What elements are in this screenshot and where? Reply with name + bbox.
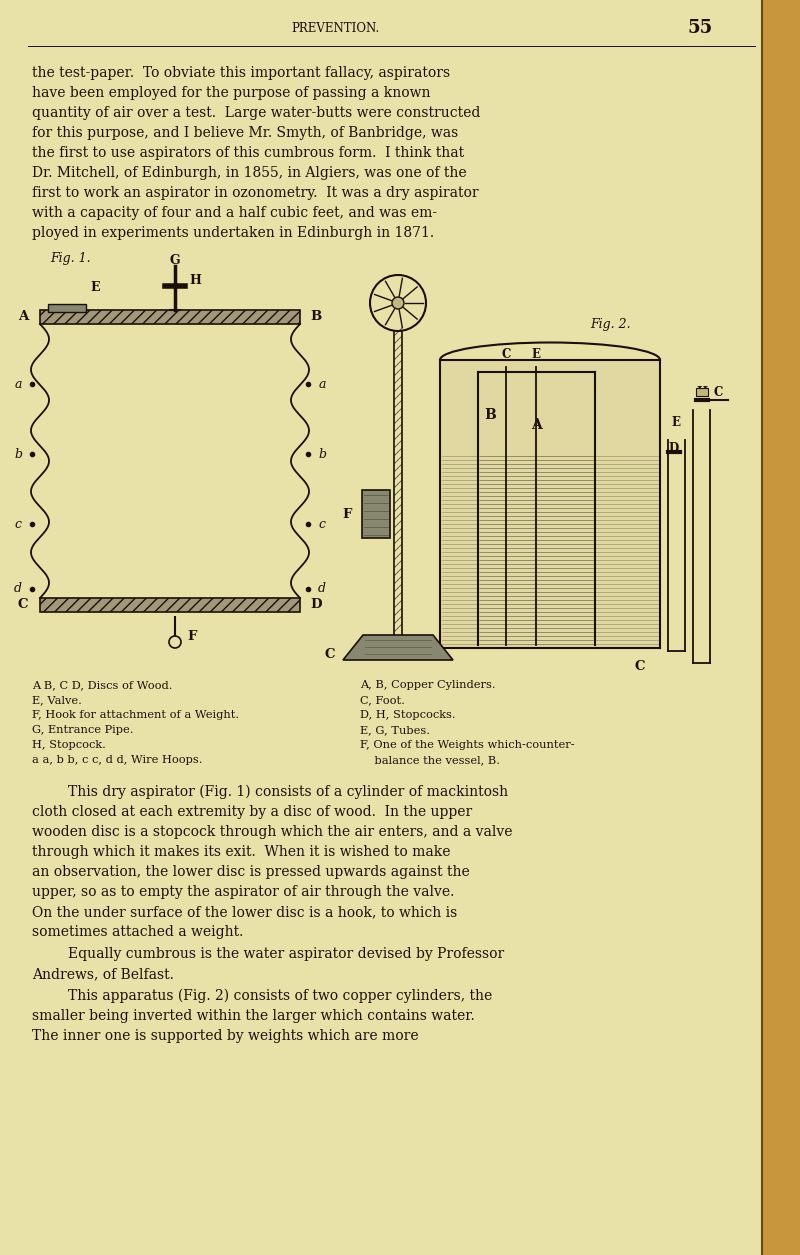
Text: F: F	[187, 630, 196, 644]
Text: a a, b b, c c, d d, Wire Hoops.: a a, b b, c c, d d, Wire Hoops.	[32, 756, 202, 766]
Text: smaller being inverted within the larger which contains water.: smaller being inverted within the larger…	[32, 1009, 474, 1023]
Bar	[441, 360, 659, 648]
Text: quantity of air over a test.  Large water-butts were constructed: quantity of air over a test. Large water…	[32, 105, 480, 120]
Text: B: B	[310, 310, 322, 324]
Bar	[48, 304, 86, 312]
Text: a: a	[14, 378, 22, 390]
Text: D, H, Stopcocks.: D, H, Stopcocks.	[360, 710, 456, 720]
Text: F, One of the Weights which­counter-: F, One of the Weights which­counter-	[360, 740, 574, 750]
Text: through which it makes its exit.  When it is wished to make: through which it makes its exit. When it…	[32, 845, 450, 858]
Text: PREVENTION.: PREVENTION.	[291, 21, 379, 34]
Text: C: C	[714, 387, 722, 399]
Text: b: b	[318, 448, 326, 461]
Text: Fig. 2.: Fig. 2.	[590, 318, 630, 331]
Text: Andrews, of Belfast.: Andrews, of Belfast.	[32, 968, 174, 981]
Text: This dry aspirator (Fig. 1) consists of a cylinder of mackintosh: This dry aspirator (Fig. 1) consists of …	[68, 784, 508, 799]
Text: D: D	[310, 599, 322, 611]
Text: E: E	[90, 281, 100, 294]
Text: upper, so as to empty the aspirator of air through the valve.: upper, so as to empty the aspirator of a…	[32, 885, 454, 899]
Text: D: D	[669, 442, 679, 456]
Bar	[362, 489, 390, 538]
Polygon shape	[343, 635, 453, 660]
Text: A: A	[18, 310, 28, 324]
Text: E: E	[531, 348, 541, 360]
Text: an observation, the lower disc is pressed upwards against the: an observation, the lower disc is presse…	[32, 865, 470, 878]
Text: c: c	[318, 517, 326, 531]
Text: A, B, Copper Cylinders.: A, B, Copper Cylinders.	[360, 680, 496, 690]
Text: the test-paper.  To obviate this important fallacy, aspirators: the test-paper. To obviate this importan…	[32, 67, 450, 80]
Text: E: E	[671, 415, 681, 428]
Text: cloth closed at each extremity by a disc of wood.  In the upper: cloth closed at each extremity by a disc…	[32, 804, 472, 820]
Text: H: H	[189, 274, 201, 286]
Text: c: c	[14, 517, 22, 531]
Text: b: b	[14, 448, 22, 461]
Text: have been employed for the purpose of passing a known: have been employed for the purpose of pa…	[32, 87, 430, 100]
Text: B: B	[484, 408, 496, 422]
Text: for this purpose, and I believe Mr. Smyth, of Banbridge, was: for this purpose, and I believe Mr. Smyt…	[32, 126, 458, 141]
Text: C, Foot.: C, Foot.	[360, 695, 405, 705]
Text: d: d	[14, 582, 22, 596]
Text: G, Entrance Pipe.: G, Entrance Pipe.	[32, 725, 134, 735]
Text: first to work an aspirator in ozonometry.  It was a dry aspirator: first to work an aspirator in ozonometry…	[32, 186, 478, 200]
Text: G: G	[170, 254, 180, 267]
Text: F, Hook for attachment of a Weight.: F, Hook for attachment of a Weight.	[32, 710, 239, 720]
Text: C: C	[634, 659, 646, 673]
Text: with a capacity of four and a half cubic feet, and was em-: with a capacity of four and a half cubic…	[32, 206, 437, 220]
Bar	[40, 597, 300, 612]
Text: Dr. Mitchell, of Edinburgh, in 1855, in Algiers, was one of the: Dr. Mitchell, of Edinburgh, in 1855, in …	[32, 166, 466, 179]
Text: C: C	[502, 348, 510, 360]
Text: C: C	[325, 649, 335, 661]
Text: A: A	[531, 418, 542, 432]
Text: H, Stopcock.: H, Stopcock.	[32, 740, 106, 750]
Text: E, Valve.: E, Valve.	[32, 695, 82, 705]
Text: H: H	[697, 387, 707, 399]
Circle shape	[392, 297, 404, 309]
Text: F: F	[342, 507, 352, 521]
Text: a: a	[318, 378, 326, 390]
Text: The inner one is supported by weights which are more: The inner one is supported by weights wh…	[32, 1029, 418, 1043]
Bar	[762, 0, 800, 1255]
Text: E, G, Tubes.: E, G, Tubes.	[360, 725, 430, 735]
Text: ployed in experiments undertaken in Edinburgh in 1871.: ployed in experiments undertaken in Edin…	[32, 226, 434, 240]
Text: Equally cumbrous is the water aspirator devised by Professor: Equally cumbrous is the water aspirator …	[68, 948, 504, 961]
Bar	[696, 388, 708, 397]
Text: the first to use aspirators of this cumbrous form.  I think that: the first to use aspirators of this cumb…	[32, 146, 464, 159]
Text: wooden disc is a stopcock through which the air enters, and a valve: wooden disc is a stopcock through which …	[32, 825, 513, 840]
Text: A B, C D, Discs of Wood.: A B, C D, Discs of Wood.	[32, 680, 173, 690]
Text: 55: 55	[687, 19, 713, 36]
Text: C: C	[18, 599, 28, 611]
Text: balance the vessel, B.: balance the vessel, B.	[360, 756, 500, 766]
Text: This apparatus (Fig. 2) consists of two copper cylinders, the: This apparatus (Fig. 2) consists of two …	[68, 989, 492, 1004]
Text: sometimes attached a weight.: sometimes attached a weight.	[32, 925, 243, 939]
Text: Fig. 1.: Fig. 1.	[50, 252, 90, 265]
Bar	[40, 310, 300, 324]
Text: On the under surface of the lower disc is a hook, to which is: On the under surface of the lower disc i…	[32, 905, 458, 919]
Text: d: d	[318, 582, 326, 596]
